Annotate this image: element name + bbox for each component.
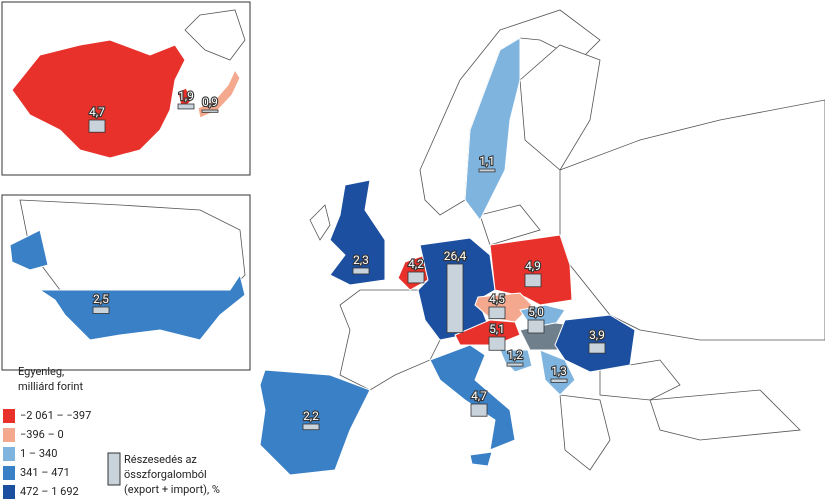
legend-title: Egyenleg, bbox=[18, 365, 64, 378]
legend-label: −396 – 0 bbox=[20, 428, 64, 441]
region-label: 2,2 bbox=[303, 409, 319, 423]
region-label: 4,5 bbox=[489, 292, 505, 306]
region-label: 5,0 bbox=[528, 305, 544, 319]
legend-label: 1 – 340 bbox=[20, 447, 57, 460]
share-bar bbox=[550, 378, 568, 383]
croatia bbox=[499, 349, 533, 373]
legend-label: −2 061 – −397 bbox=[20, 409, 91, 422]
sweden bbox=[464, 37, 521, 221]
china bbox=[11, 39, 186, 159]
share-bar bbox=[488, 306, 506, 320]
region-label: 26,4 bbox=[444, 249, 467, 263]
region-label: 2,5 bbox=[93, 292, 109, 306]
share-bar bbox=[446, 263, 464, 334]
uk bbox=[329, 179, 386, 286]
share-bar bbox=[488, 336, 506, 351]
share-bar bbox=[478, 168, 496, 173]
spain bbox=[259, 369, 371, 476]
legend-label: 341 – 471 bbox=[20, 466, 70, 479]
region-label: 2,3 bbox=[353, 253, 369, 267]
share-bar bbox=[92, 306, 110, 314]
serbia bbox=[539, 349, 576, 396]
region-label: 5,1 bbox=[489, 322, 505, 336]
region-label: 1,3 bbox=[551, 364, 567, 378]
share-bar bbox=[588, 342, 606, 354]
legend-swatch bbox=[3, 447, 15, 461]
share-bar bbox=[88, 119, 106, 133]
share-bar bbox=[302, 423, 320, 431]
share-bar bbox=[524, 273, 542, 288]
poland bbox=[489, 234, 573, 306]
legend-title: milliárd forint bbox=[18, 380, 83, 393]
share-bar bbox=[506, 362, 524, 367]
region-label: 4,9 bbox=[525, 259, 541, 273]
share-bar bbox=[201, 109, 219, 113]
italy bbox=[429, 344, 516, 451]
alaska bbox=[9, 229, 49, 271]
share-legend-title: (export + import), % bbox=[124, 483, 220, 496]
sicily bbox=[469, 451, 493, 467]
legend-label: 472 – 1 692 bbox=[20, 485, 79, 498]
region-label: 4,7 bbox=[471, 389, 487, 403]
legend-swatch bbox=[3, 485, 15, 499]
region-label: 4,7 bbox=[89, 105, 105, 119]
background-land bbox=[19, 9, 825, 471]
share-bar bbox=[470, 403, 488, 417]
share-legend-title: összforgalomból bbox=[124, 468, 207, 481]
region-label: 1,2 bbox=[507, 348, 523, 362]
region-label: 1,9 bbox=[178, 89, 194, 103]
share-bar bbox=[352, 267, 370, 275]
legend-swatch bbox=[3, 409, 15, 423]
region-label: 1,1 bbox=[479, 154, 495, 168]
region-label: 0,9 bbox=[202, 95, 218, 109]
japan bbox=[197, 68, 241, 119]
share-bar bbox=[407, 271, 425, 284]
share-bar bbox=[177, 103, 195, 110]
share-legend-title: Részesedés az bbox=[124, 453, 197, 466]
legend-swatch bbox=[3, 466, 15, 480]
usa bbox=[38, 273, 246, 341]
legend-swatch bbox=[3, 428, 15, 442]
share-bar bbox=[527, 319, 545, 334]
region-label: 4,2 bbox=[408, 257, 424, 271]
share-legend-icon bbox=[107, 452, 121, 486]
region-label: 3,9 bbox=[589, 328, 605, 342]
